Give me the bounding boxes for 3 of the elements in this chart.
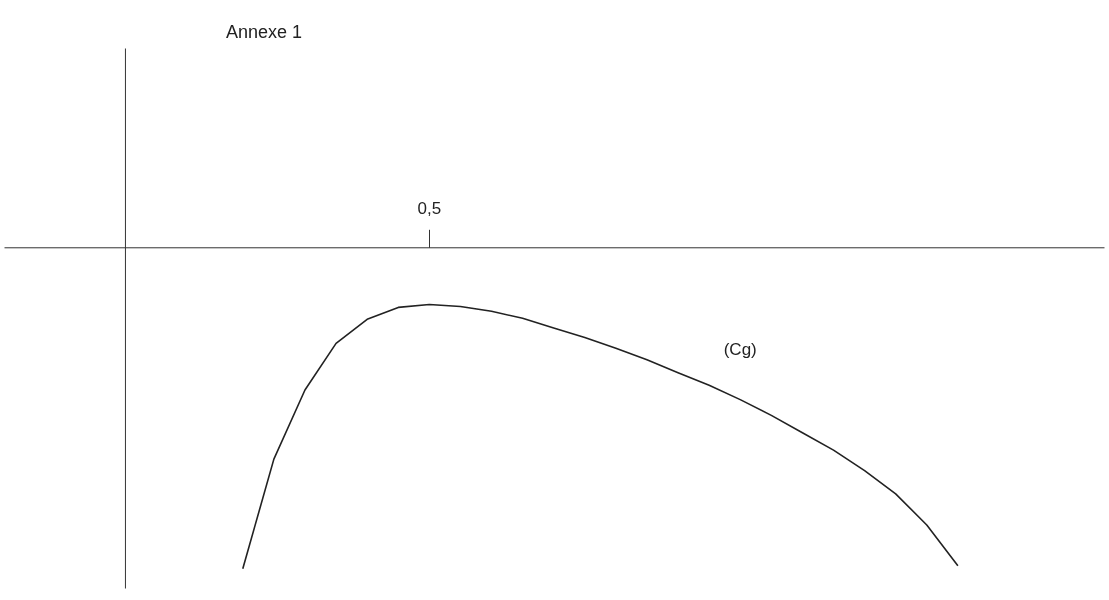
chart-title: Annexe 1 (226, 22, 303, 42)
series-label: (Cg) (723, 339, 757, 359)
text: 0,5 (417, 199, 442, 219)
